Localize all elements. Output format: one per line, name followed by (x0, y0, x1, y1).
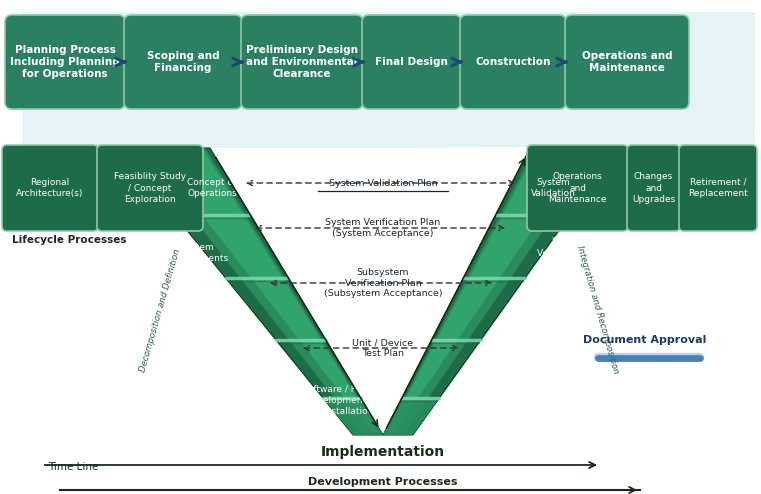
Text: Feasiblity Study
/ Concept
Exploration: Feasiblity Study / Concept Exploration (114, 172, 186, 204)
Text: System
Validation: System Validation (530, 178, 575, 198)
Text: Integration and Recomposition: Integration and Recomposition (575, 245, 621, 375)
Text: Time Line: Time Line (48, 462, 98, 472)
Polygon shape (323, 398, 383, 435)
Text: Subsystem
Verification: Subsystem Verification (552, 305, 603, 325)
FancyBboxPatch shape (241, 15, 363, 109)
FancyBboxPatch shape (679, 145, 757, 231)
Text: Operations and
Maintenance: Operations and Maintenance (581, 51, 672, 73)
FancyBboxPatch shape (527, 145, 628, 231)
Text: Planning Process
Including Planning
for Operations: Planning Process Including Planning for … (10, 44, 120, 80)
Text: Lifecycle Processes: Lifecycle Processes (12, 235, 126, 245)
Polygon shape (150, 148, 378, 432)
FancyBboxPatch shape (460, 15, 566, 109)
FancyBboxPatch shape (97, 145, 203, 231)
FancyBboxPatch shape (627, 145, 680, 231)
FancyBboxPatch shape (124, 15, 242, 109)
Text: Implementation: Implementation (321, 445, 445, 459)
Polygon shape (388, 148, 588, 432)
Text: Retirement /
Replacement: Retirement / Replacement (688, 178, 748, 198)
FancyBboxPatch shape (565, 15, 689, 109)
FancyBboxPatch shape (2, 145, 98, 231)
FancyBboxPatch shape (362, 15, 461, 109)
Text: Unit / Device
Test Plan: Unit / Device Test Plan (352, 338, 413, 358)
Text: Changes
and
Upgrades: Changes and Upgrades (632, 172, 675, 204)
Polygon shape (383, 148, 618, 435)
Text: Subsystem
Verification Plan
(Subsystem Acceptance): Subsystem Verification Plan (Subsystem A… (323, 268, 442, 298)
FancyBboxPatch shape (5, 15, 125, 109)
Text: Construction: Construction (476, 57, 551, 67)
Text: Development Processes: Development Processes (308, 477, 458, 487)
Text: High-Level
Design: High-Level Design (159, 305, 207, 325)
Text: Regional
Architecture(s): Regional Architecture(s) (16, 178, 84, 198)
Text: Detailed
Design: Detailed Design (154, 365, 192, 385)
Text: Preliminary Design
and Environmental
Clearance: Preliminary Design and Environmental Cle… (246, 44, 358, 80)
Text: Scoping and
Financing: Scoping and Financing (147, 51, 219, 73)
Text: System Validation Plan: System Validation Plan (329, 178, 438, 188)
Text: System
Verification &
Deployment: System Verification & Deployment (537, 238, 599, 269)
Polygon shape (386, 148, 600, 433)
Text: Unit / Device
Testing: Unit / Device Testing (561, 365, 619, 385)
Polygon shape (120, 148, 383, 435)
Text: Operations
and
Maintenance: Operations and Maintenance (548, 172, 607, 204)
Polygon shape (138, 148, 380, 433)
Polygon shape (22, 12, 755, 148)
Text: System Verification Plan
(System Acceptance): System Verification Plan (System Accepta… (326, 218, 441, 238)
Text: Document Approval: Document Approval (584, 335, 707, 345)
Text: Software / Hardware
Development Field
Installation: Software / Hardware Development Field In… (302, 384, 394, 415)
Text: System
Requirements: System Requirements (165, 243, 228, 263)
Polygon shape (383, 398, 439, 435)
Text: Final Design: Final Design (375, 57, 448, 67)
Text: Decomposition and Definition: Decomposition and Definition (138, 247, 182, 372)
Text: Concept of
Operations: Concept of Operations (187, 178, 237, 198)
